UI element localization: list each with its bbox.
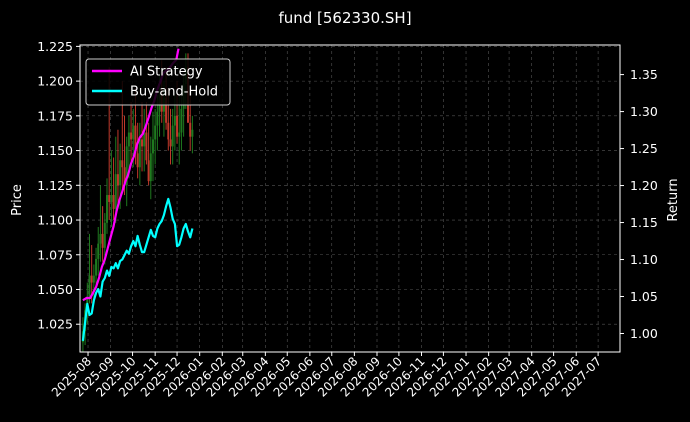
legend-label-ai-strategy: AI Strategy [130,65,203,80]
plot-frame [79,44,621,353]
chart-title: fund [562330.SH] [278,9,411,27]
candlestick [99,185,102,262]
candle-body [176,115,179,137]
y-axis-label: Price [10,184,25,216]
candlestick [143,108,146,172]
candlestick [169,108,172,165]
candle-body [167,122,170,140]
candle-body [116,174,119,186]
candle-body [97,243,100,259]
candlestick [178,95,181,165]
y-tick-label: 1.225 [37,39,73,54]
candlestick [88,233,91,304]
candle-body [136,153,139,168]
candle-body [127,132,130,147]
candle-body [154,125,157,140]
y2-tick-label: 1.10 [630,252,658,267]
candle-body [125,146,128,186]
candle-body [138,139,141,168]
candlestick [97,226,100,276]
candlestick [145,101,148,165]
candle-body [130,132,133,140]
y-tick-label: 1.075 [37,247,73,262]
candle-body [99,233,102,244]
candle-body [141,139,144,147]
candle-body [171,125,174,147]
candle-body [134,125,137,154]
candle-body [178,132,181,137]
candlestick [138,122,141,186]
candle-body [95,258,98,276]
candle-body [123,167,126,186]
candle-body [106,195,108,223]
y-tick-label: 1.150 [37,143,73,158]
y-tick-label: 1.200 [37,74,73,89]
candlestick [95,247,98,290]
candle-body [147,160,150,182]
y-tick-label: 1.025 [37,317,73,332]
candlestick [101,206,104,262]
candlestick [191,115,194,154]
candlestick [130,101,133,165]
legend: AI Strategy Buy-and-Hold [85,58,231,106]
candle-body [189,122,192,137]
candle-body [92,275,95,283]
candle-body [121,160,124,168]
y2-tick-label: 1.30 [630,104,658,119]
candle-body [88,275,91,297]
candlestick [125,136,128,207]
candlestick [141,101,144,172]
y-tick-label: 1.175 [37,108,73,123]
y2-tick-label: 1.20 [630,178,658,193]
candlestick [110,150,113,227]
candlestick [151,111,154,182]
candle-body [132,125,135,140]
candle-body [173,115,176,126]
legend-label-buy-and-hold: Buy-and-Hold [130,85,218,100]
y2-tick-label: 1.25 [630,141,658,156]
candle-body [145,132,148,161]
candle-body [180,108,183,133]
candlestick [114,136,117,223]
candle-body [114,174,117,209]
y-tick-label: 1.050 [37,282,73,297]
y2-tick-label: 1.15 [630,215,658,230]
y-tick-label: 1.125 [37,178,73,193]
candle-body [90,275,93,283]
candlestick [106,178,108,234]
candle-body [119,160,122,186]
candle-body [101,233,104,248]
candle-body [143,132,146,147]
candle-body [165,97,168,123]
candle-body [108,195,111,202]
candlestick [171,108,174,165]
candlestick [116,129,119,207]
candlestick [147,122,150,186]
y2-tick-label: 1.00 [630,326,658,341]
candle-body [149,153,152,182]
candle-body [191,129,194,137]
candle-body [169,139,172,147]
y2-axis-label: Return [666,178,681,221]
candlestick [149,136,152,200]
y2-tick-label: 1.05 [630,289,658,304]
candlestick [112,157,115,221]
y-tick-label: 1.100 [37,213,73,228]
candlestick [154,108,157,165]
buy-and-hold-line [81,197,194,342]
candle-body [112,195,115,209]
y2-tick-label: 1.35 [630,67,658,82]
candle-body [110,195,113,202]
candle-body [156,111,159,126]
candle-body [103,222,106,248]
candle-body [151,139,154,154]
candlestick [136,122,139,179]
